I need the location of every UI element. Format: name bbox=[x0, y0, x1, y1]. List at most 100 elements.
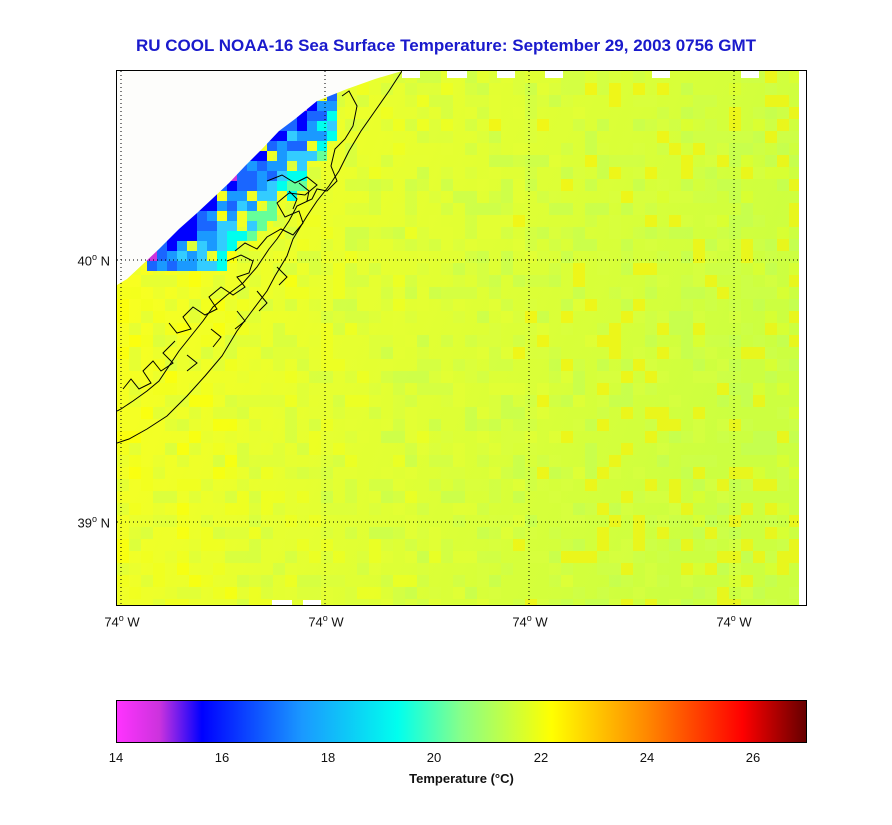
sea-cell bbox=[501, 419, 513, 431]
sea-cell bbox=[621, 287, 633, 299]
sea-cell bbox=[741, 587, 753, 599]
sea-cell bbox=[249, 275, 261, 287]
sea-cell bbox=[597, 503, 609, 515]
sea-cell bbox=[729, 599, 741, 605]
sea-cell bbox=[309, 431, 321, 443]
sea-cell bbox=[597, 467, 609, 479]
sea-cell bbox=[201, 515, 213, 527]
sea-cell bbox=[705, 239, 717, 251]
sea-cell bbox=[357, 203, 369, 215]
sea-cell bbox=[477, 563, 489, 575]
sea-cell bbox=[765, 551, 777, 563]
sea-cell bbox=[657, 575, 669, 587]
sea-cell bbox=[201, 383, 213, 395]
sea-cell bbox=[489, 575, 501, 587]
sea-cell bbox=[549, 227, 561, 239]
sea-cell bbox=[189, 539, 201, 551]
sea-cell bbox=[429, 227, 441, 239]
cold-cell bbox=[237, 171, 247, 181]
sea-cell bbox=[513, 275, 525, 287]
sea-cell bbox=[393, 503, 405, 515]
sea-cell bbox=[765, 431, 777, 443]
sea-cell bbox=[609, 467, 621, 479]
sea-cell bbox=[285, 275, 297, 287]
sea-cell bbox=[573, 227, 585, 239]
sea-cell bbox=[501, 203, 513, 215]
sea-cell bbox=[609, 191, 621, 203]
sea-cell bbox=[585, 599, 597, 605]
sea-cell bbox=[669, 431, 681, 443]
sea-cell bbox=[117, 539, 129, 551]
sea-cell bbox=[585, 203, 597, 215]
sea-cell bbox=[225, 455, 237, 467]
sea-cell bbox=[321, 491, 333, 503]
sea-cell bbox=[393, 83, 405, 95]
sea-cell bbox=[717, 215, 729, 227]
sea-cell bbox=[261, 467, 273, 479]
cold-cell bbox=[277, 171, 287, 181]
sea-cell bbox=[165, 407, 177, 419]
map-title: RU COOL NOAA-16 Sea Surface Temperature:… bbox=[135, 36, 757, 55]
sea-cell bbox=[465, 251, 477, 263]
sea-cell bbox=[333, 299, 345, 311]
sea-cell bbox=[177, 287, 189, 299]
sea-cell bbox=[225, 347, 237, 359]
cold-cell bbox=[197, 251, 207, 261]
sea-cell bbox=[297, 419, 309, 431]
sea-cell bbox=[189, 311, 201, 323]
sea-cell bbox=[549, 527, 561, 539]
sea-cell bbox=[285, 527, 297, 539]
cold-cell bbox=[247, 171, 257, 181]
sea-cell bbox=[717, 383, 729, 395]
sea-cell bbox=[573, 371, 585, 383]
sst-map[interactable] bbox=[116, 70, 807, 606]
sea-cell bbox=[321, 599, 333, 605]
sea-cell bbox=[777, 167, 789, 179]
sea-cell bbox=[225, 491, 237, 503]
sea-cell bbox=[381, 599, 393, 605]
cold-cell bbox=[297, 161, 307, 171]
cold-cell bbox=[287, 151, 297, 161]
bay-outline-central bbox=[168, 254, 254, 334]
sea-cell bbox=[657, 419, 669, 431]
sea-cell bbox=[441, 263, 453, 275]
sea-cell bbox=[597, 83, 609, 95]
sea-cell bbox=[597, 155, 609, 167]
sea-cell bbox=[597, 71, 609, 83]
sea-cell bbox=[345, 491, 357, 503]
sea-cell bbox=[681, 191, 693, 203]
cold-cell bbox=[307, 121, 317, 131]
sea-cell bbox=[645, 167, 657, 179]
sea-cell bbox=[549, 155, 561, 167]
sea-cell bbox=[141, 515, 153, 527]
sea-cell bbox=[705, 143, 717, 155]
sea-cell bbox=[393, 203, 405, 215]
sea-cell bbox=[621, 407, 633, 419]
sea-cell bbox=[465, 359, 477, 371]
sea-cell bbox=[741, 575, 753, 587]
sea-cell bbox=[417, 155, 429, 167]
sea-cell bbox=[681, 275, 693, 287]
sea-cell bbox=[753, 215, 765, 227]
sea-cell bbox=[453, 383, 465, 395]
sea-cell bbox=[633, 227, 645, 239]
sea-cell bbox=[429, 359, 441, 371]
sea-cell bbox=[537, 227, 549, 239]
sea-cell bbox=[729, 467, 741, 479]
sea-cell bbox=[321, 443, 333, 455]
sea-cell bbox=[453, 467, 465, 479]
sea-cell bbox=[741, 443, 753, 455]
sea-cell bbox=[129, 443, 141, 455]
sea-cell bbox=[561, 431, 573, 443]
cold-cell bbox=[237, 201, 247, 211]
sea-cell bbox=[393, 575, 405, 587]
sea-cell bbox=[717, 431, 729, 443]
cold-cell bbox=[147, 261, 157, 271]
sea-cell bbox=[669, 395, 681, 407]
sea-cell bbox=[777, 479, 789, 491]
sea-cell bbox=[741, 383, 753, 395]
sea-cell bbox=[753, 287, 765, 299]
sea-cell bbox=[465, 83, 477, 95]
sea-cell bbox=[621, 563, 633, 575]
sea-cell bbox=[585, 419, 597, 431]
